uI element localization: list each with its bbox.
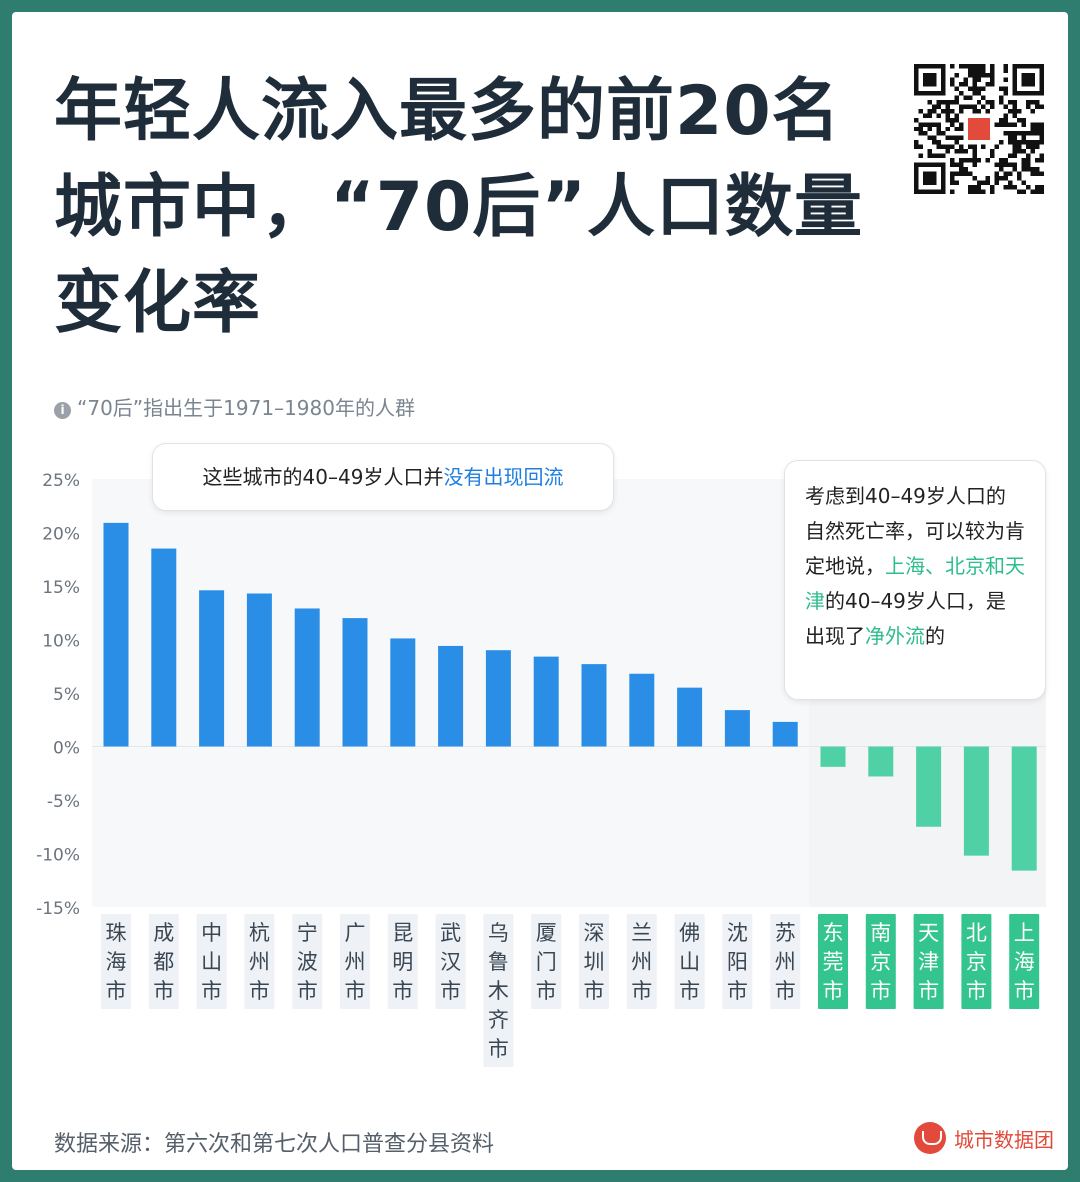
category-label-bg [961,914,992,1009]
category-label-bg [101,914,131,1009]
bar-昆明市 [390,638,416,747]
callout-left-highlight: 没有出现回流 [443,465,564,489]
y-tick-label: -15% [36,899,80,919]
info-icon: i [54,402,71,419]
callout-right-text-3: 的 [925,624,945,648]
category-label: 上海市 [1014,921,1035,1003]
category-label-bg [865,914,896,1009]
category-label-bg [818,914,848,1009]
y-tick-label: 15% [42,578,80,598]
callout-no-return: 这些城市的40–49岁人口并没有出现回流 [152,443,614,511]
category-label-bg [770,914,801,1009]
category-label: 珠海市 [106,921,127,1003]
page-title: 年轻人流入最多的前20名城市中，“70后”人口数量变化率 [54,72,864,343]
category-label: 沈阳市 [727,921,748,1003]
category-label: 杭州市 [249,921,270,1003]
category-label-bg [579,914,609,1009]
category-label: 昆明市 [392,921,413,1003]
category-label: 乌鲁木齐市 [488,921,509,1061]
bar-东莞市 [820,746,846,767]
category-label-bg [722,914,753,1009]
y-tick-label: 25% [42,471,80,491]
bar-南京市 [868,746,894,777]
bar-珠海市 [103,522,129,747]
category-label: 南京市 [870,921,891,1003]
callout-right-highlight-2: 净外流 [865,624,925,648]
category-label: 东莞市 [823,921,844,1003]
category-label: 兰州市 [631,921,652,1003]
category-label-bg [674,914,705,1009]
y-tick-label: -10% [36,846,80,866]
category-label-bg [292,914,323,1009]
bar-乌鲁木齐市 [485,650,511,747]
bar-厦门市 [533,656,559,747]
callout-right-highlight-1: 上海、北京和天津 [805,554,1025,613]
y-tick-label: -5% [47,792,80,812]
card: 年轻人流入最多的前20名城市中，“70后”人口数量变化率 i “70后”指出生于1… [12,12,1068,1170]
bar-天津市 [916,746,942,827]
bar-沈阳市 [724,710,750,747]
bar-广州市 [342,618,368,747]
category-label-bg [531,914,562,1009]
category-label: 宁波市 [297,921,318,1003]
bar-深圳市 [581,664,607,747]
category-label-bg [913,914,944,1009]
brand: 城市数据团 [914,1122,1054,1154]
callout-left-text: 这些城市的40–49岁人口并 [202,465,444,489]
category-label-bg [340,914,370,1009]
qr-code [914,64,1044,194]
y-tick-label: 20% [42,525,80,545]
category-label-bg [196,914,227,1009]
data-source: 数据来源：第六次和第七次人口普查分县资料 [54,1132,495,1157]
category-label: 武汉市 [440,921,461,1003]
category-label-bg [244,914,275,1009]
category-label-bg [387,914,418,1009]
category-label-bg [1009,914,1040,1009]
bar-北京市 [963,746,989,856]
bar-成都市 [151,548,177,747]
chart-note: i “70后”指出生于1971–1980年的人群 [54,392,415,421]
bar-上海市 [1011,746,1037,871]
category-label-bg [483,914,514,1067]
brand-logo-icon [914,1122,946,1154]
category-label: 厦门市 [536,921,557,1003]
note-text: “70后”指出生于1971–1980年的人群 [77,396,415,420]
callout-right-text-2: 的40–49岁人口，是出现了 [805,589,1006,648]
bar-兰州市 [629,673,655,747]
bar-杭州市 [246,593,272,747]
category-label-bg [148,914,179,1009]
callout-right-text-1: 考虑到40–49岁人口的自然死亡率，可以较为肯定地说， [805,484,1025,578]
y-tick-label: 10% [42,632,80,652]
category-label: 中山市 [201,921,222,1003]
category-label-bg [626,914,657,1009]
bar-宁波市 [294,608,320,747]
category-label: 佛山市 [679,921,700,1003]
callout-net-outflow: 考虑到40–49岁人口的自然死亡率，可以较为肯定地说，上海、北京和天津的40–4… [784,460,1046,700]
category-label: 广州市 [345,921,366,1003]
y-tick-label: 0% [53,739,80,759]
bar-苏州市 [772,721,798,747]
bar-武汉市 [438,645,464,747]
category-label: 深圳市 [584,921,605,1003]
bar-佛山市 [677,687,703,747]
category-label: 苏州市 [775,921,796,1003]
y-tick-label: 5% [53,685,80,705]
category-label: 北京市 [966,921,987,1003]
category-label: 成都市 [153,921,174,1003]
bar-中山市 [199,590,225,747]
category-label-bg [435,914,466,1009]
category-label: 天津市 [918,921,939,1003]
brand-name: 城市数据团 [954,1127,1054,1152]
